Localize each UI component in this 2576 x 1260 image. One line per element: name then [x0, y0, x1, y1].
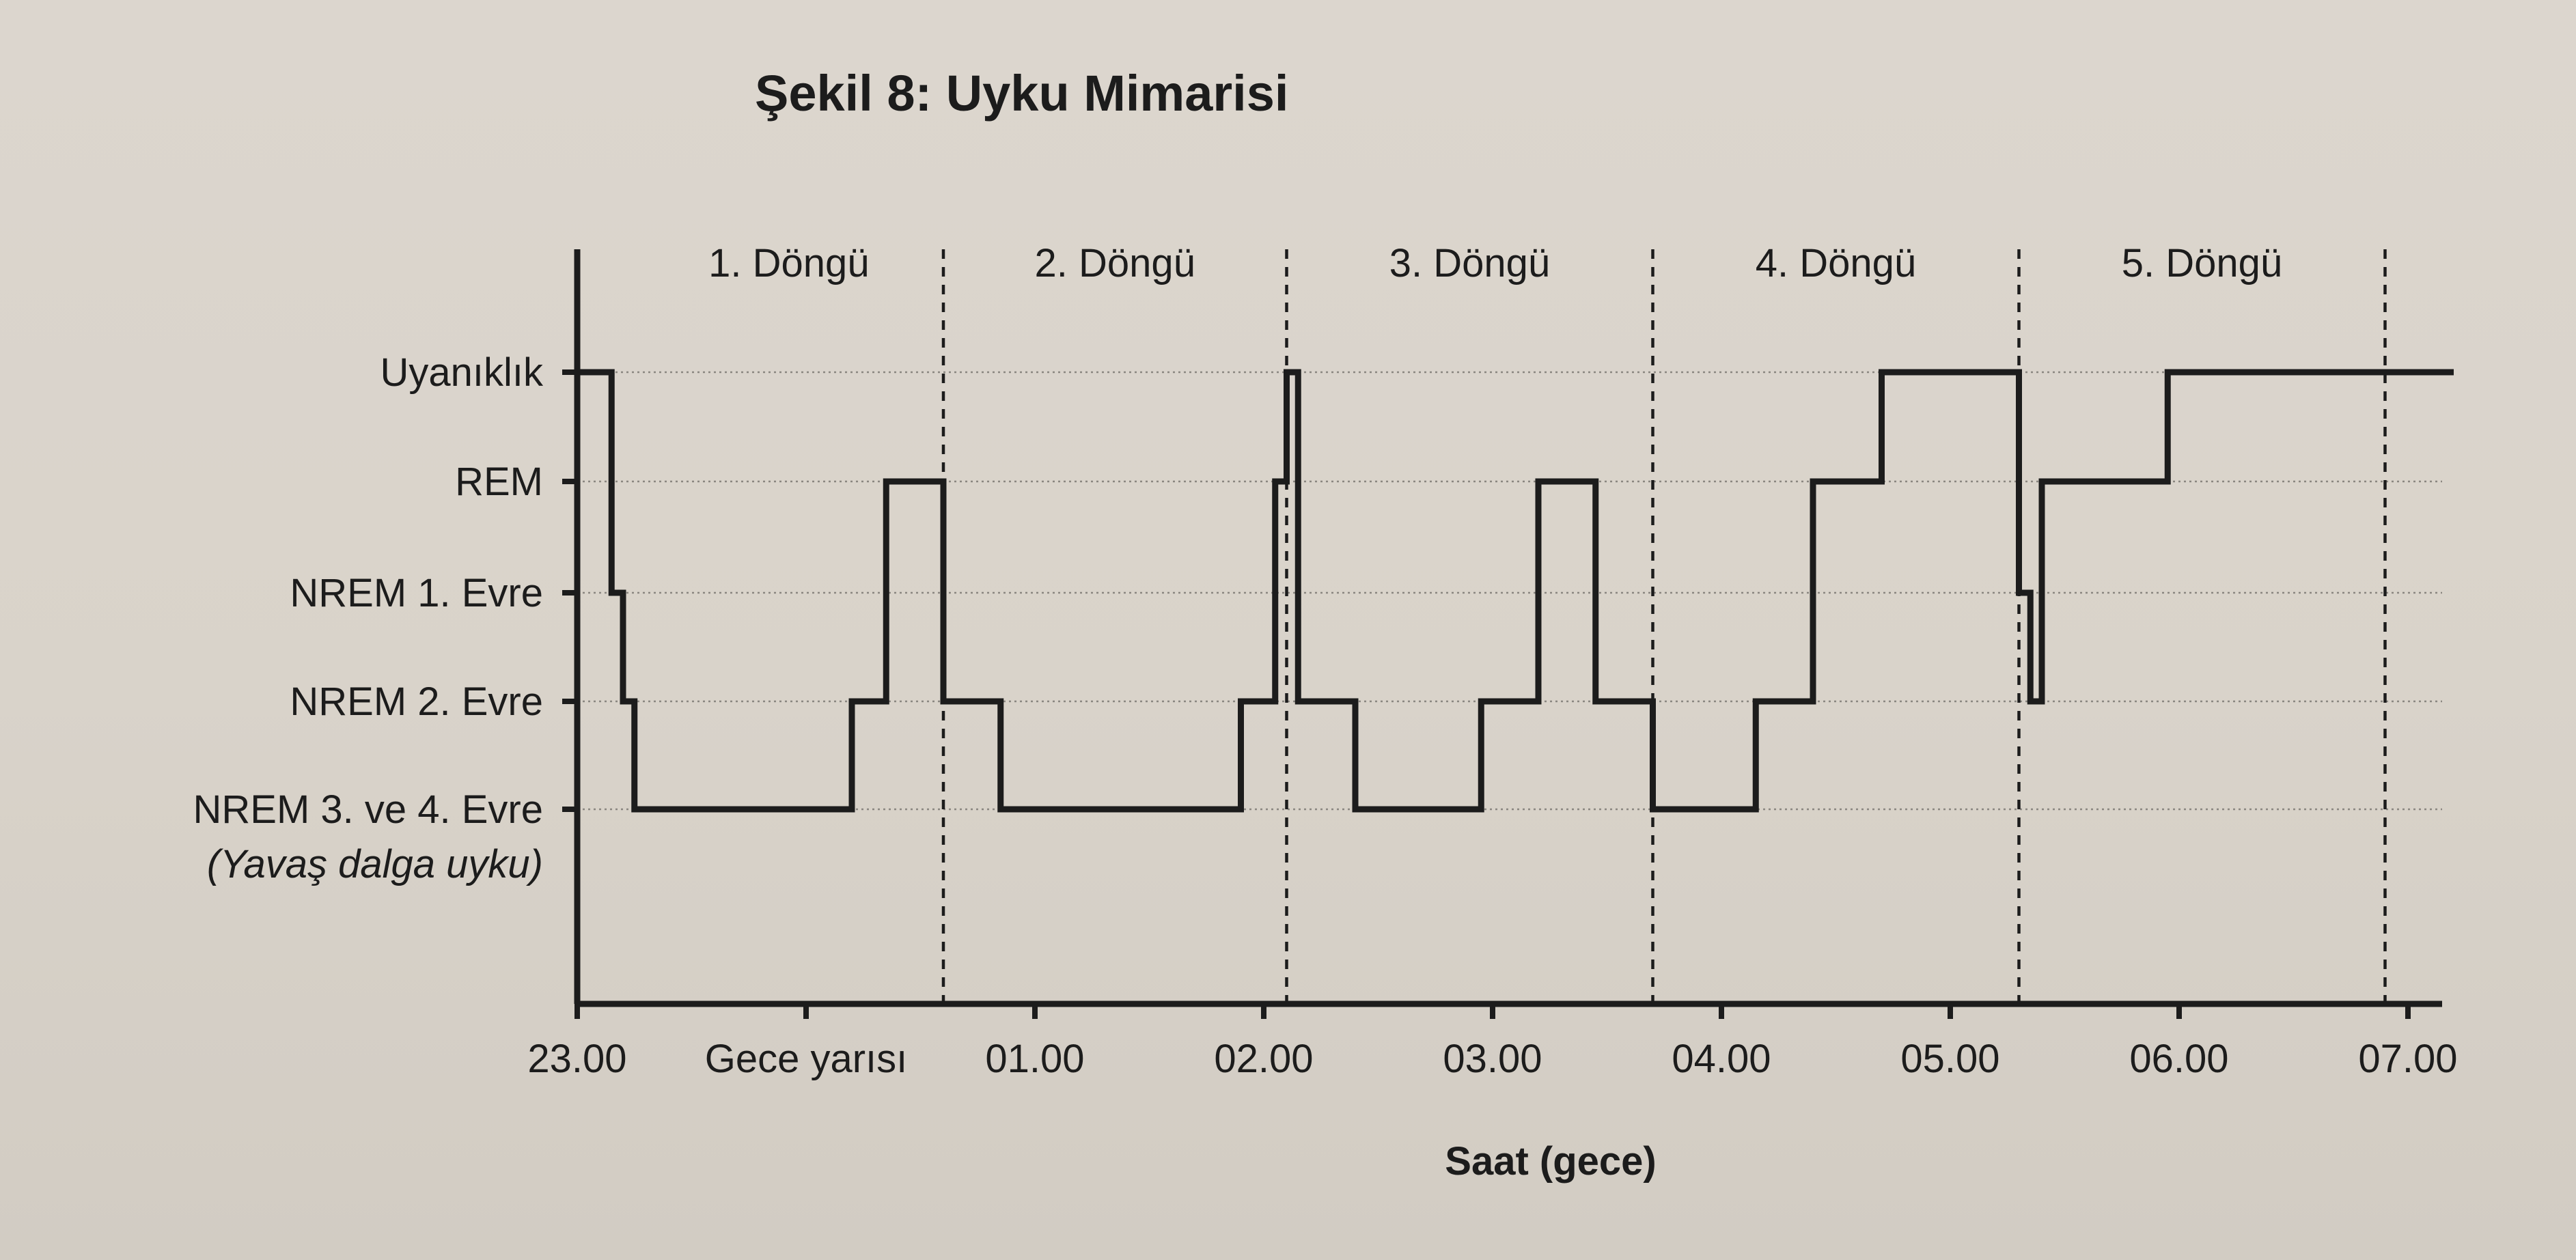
x-tick-label: 03.00 [1443, 1037, 1542, 1081]
y-level-label: Uyanıklık [380, 350, 544, 395]
cycle-labels: 1. Döngü 2. Döngü 3. Döngü 4. Döngü 5. Döngü [708, 241, 2282, 285]
y-level-label: REM [455, 460, 543, 504]
x-axis-title: Saat (gece) [1445, 1139, 1656, 1184]
cycle-label: 1. Döngü [708, 241, 869, 285]
x-axis-labels: 23.00 Gece yarısı 01.00 02.00 03.00 04.00 05.0… [527, 1004, 2458, 1081]
x-tick-label: 05.00 [1900, 1037, 1999, 1081]
gridlines [577, 371, 2442, 811]
cycle-dividers [941, 249, 2387, 1004]
y-level-label: NREM 3. ve 4. Evre [193, 787, 543, 832]
x-tick-label: 06.00 [2129, 1037, 2228, 1081]
cycle-label: 3. Döngü [1389, 241, 1550, 285]
cycle-label: 4. Döngü [1756, 241, 1916, 285]
x-tick-label: 04.00 [1672, 1037, 1771, 1081]
x-tick-label: 01.00 [985, 1037, 1084, 1081]
hypnogram-line [577, 369, 2454, 813]
cycle-label: 2. Döngü [1035, 241, 1195, 285]
axes [574, 249, 2442, 1007]
x-tick-label: 02.00 [1214, 1037, 1313, 1081]
x-tick-label: 23.00 [527, 1037, 626, 1081]
y-axis-labels: Uyanıklık REM NREM 1. Evre NREM 2. Evre NREM… [193, 350, 577, 886]
chart-title: Şekil 8: Uyku Mimarisi [755, 65, 1288, 122]
y-level-label: NREM 1. Evre [290, 571, 543, 615]
x-tick-label: Gece yarısı [705, 1037, 908, 1081]
y-level-sublabel: (Yavaş dalga uyku) [207, 842, 543, 886]
cycle-label: 5. Döngü [2122, 241, 2282, 285]
y-level-label: NREM 2. Evre [290, 680, 543, 724]
x-tick-label: 07.00 [2358, 1037, 2457, 1081]
